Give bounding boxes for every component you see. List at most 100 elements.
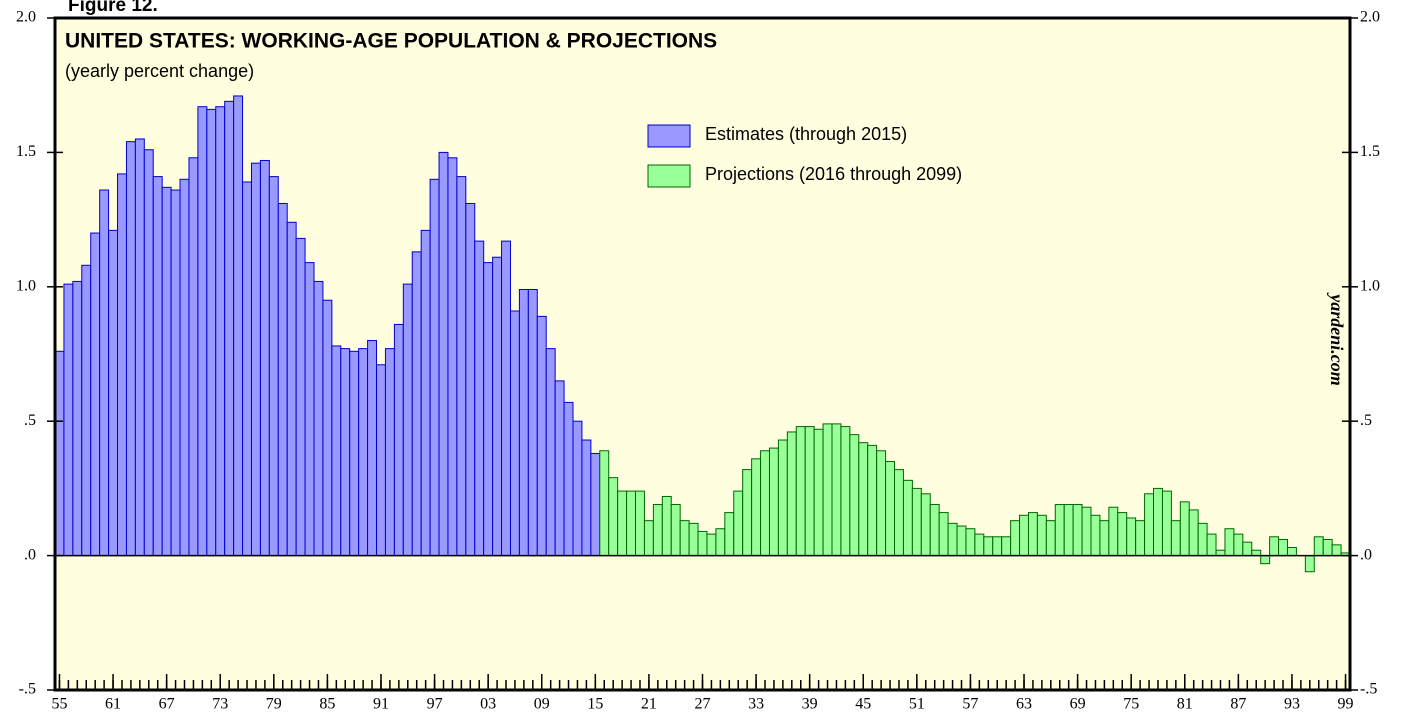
plot-border [53, 16, 1352, 692]
legend-swatch [647, 124, 691, 148]
bar [974, 533, 985, 557]
x-tick-label: 87 [1230, 696, 1246, 713]
bar [429, 178, 440, 557]
bar [1117, 512, 1128, 557]
bar [1206, 533, 1217, 557]
bar [224, 100, 235, 557]
bar [474, 240, 485, 557]
bar [518, 288, 529, 557]
bar [911, 487, 922, 557]
bar [456, 176, 467, 557]
x-tick-label: 97 [427, 696, 443, 713]
bar [626, 490, 637, 557]
bar [143, 149, 154, 557]
bar [1242, 541, 1253, 557]
bar [804, 426, 815, 557]
bar [313, 280, 324, 557]
bar [197, 106, 208, 557]
bar [938, 512, 949, 557]
bar [1063, 504, 1074, 557]
bar [965, 528, 976, 557]
bar [483, 262, 494, 557]
bar [206, 108, 217, 557]
x-tick-label: 45 [855, 696, 871, 713]
x-tick-label: 33 [748, 696, 764, 713]
bar [724, 512, 735, 557]
x-tick-label: 99 [1338, 696, 1354, 713]
bar [117, 173, 127, 557]
bar [322, 299, 333, 557]
y-tick-label: 1.5 [16, 143, 36, 160]
bar [438, 151, 449, 557]
y2-tick-label: 1.5 [1360, 143, 1380, 160]
bar [295, 237, 306, 557]
x-tick-label: 85 [319, 696, 335, 713]
bar [760, 450, 770, 557]
x-tick-label: 21 [641, 696, 657, 713]
bar [242, 181, 252, 557]
x-tick-label: 39 [802, 696, 818, 713]
bar [72, 280, 83, 557]
legend-label: Estimates (through 2015) [705, 124, 907, 144]
bar [777, 439, 788, 557]
bar [858, 442, 869, 557]
bar [1260, 555, 1271, 565]
bar [1313, 536, 1324, 557]
x-tick-label: 93 [1284, 696, 1300, 713]
bar [840, 426, 851, 557]
bar [1045, 520, 1056, 557]
bar [277, 202, 288, 557]
bar [554, 380, 565, 557]
bar [1072, 504, 1083, 557]
bar [527, 288, 538, 557]
bar [250, 162, 261, 557]
x-tick-label: 81 [1177, 696, 1193, 713]
y2-tick-label: 1.0 [1360, 277, 1380, 294]
bar [983, 536, 994, 557]
bar [1278, 538, 1288, 557]
bar [367, 340, 378, 557]
bar [402, 283, 413, 557]
bar [259, 159, 270, 557]
bar [947, 522, 958, 557]
bar [215, 106, 226, 557]
bar [358, 348, 369, 557]
bar [635, 490, 645, 557]
bar [536, 315, 547, 557]
bar [894, 469, 904, 557]
y-tick-label: -.5 [19, 681, 36, 698]
bar [179, 178, 190, 557]
bar [1135, 520, 1146, 557]
bar [1161, 490, 1172, 557]
bar [813, 428, 824, 557]
bar [1331, 544, 1342, 557]
y2-tick-label: -.5 [1360, 681, 1377, 698]
bar [867, 444, 878, 557]
x-tick-label: 63 [1016, 696, 1032, 713]
bar [1251, 549, 1262, 557]
bar [1304, 555, 1315, 573]
bar [63, 283, 74, 557]
bar [929, 504, 940, 557]
bar [304, 262, 315, 557]
bar [706, 533, 717, 557]
bar [170, 189, 181, 557]
x-tick-label: 15 [587, 696, 603, 713]
bar [831, 423, 842, 557]
y-tick-label: .0 [24, 546, 36, 563]
bar [108, 229, 119, 557]
bar [590, 452, 601, 557]
bar [509, 310, 520, 557]
bar [1322, 538, 1333, 557]
bar [99, 189, 110, 557]
bar [411, 251, 422, 557]
bar [1099, 520, 1110, 557]
bar [902, 479, 913, 557]
bar [1233, 533, 1244, 557]
bar [1269, 536, 1280, 557]
bar [152, 176, 163, 557]
x-tick-label: 55 [51, 696, 67, 713]
bar [268, 176, 279, 557]
bar [733, 490, 744, 557]
